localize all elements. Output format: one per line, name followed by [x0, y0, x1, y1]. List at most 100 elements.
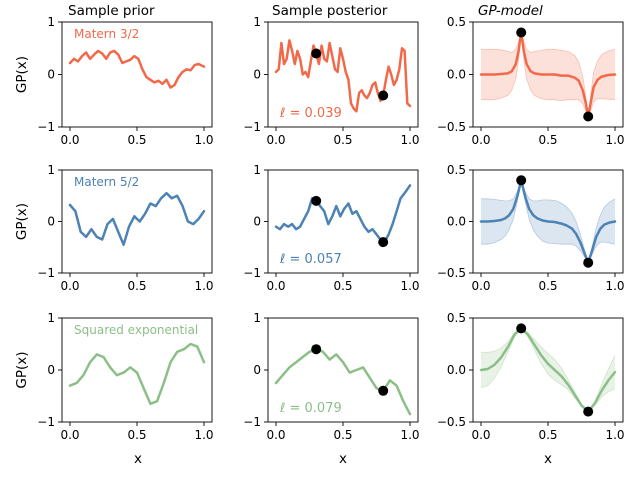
band-upper-edge [481, 31, 616, 117]
y-tick-label: −1 [243, 415, 261, 429]
kernel-label: Squared exponential [74, 323, 198, 337]
x-tick-label: 1.0 [194, 428, 213, 442]
sample-line [68, 49, 206, 89]
y-tick-label: −1 [37, 415, 55, 429]
x-tick-label: 0.5 [538, 428, 557, 442]
band-lower-edge [481, 32, 616, 118]
y-tick-label: 0.0 [447, 68, 466, 82]
mean-line [479, 327, 617, 413]
x-tick-label: 0.5 [127, 133, 146, 147]
x-tick-label: 0.0 [60, 428, 79, 442]
y-tick-label: 0 [253, 68, 261, 82]
x-tick-label: 0.0 [60, 279, 79, 293]
panel-r1-c2: 0.0 0.5 1.0 −1 0 1 ℓ = 0.039 [243, 15, 419, 147]
x-tick-label: 1.0 [194, 279, 213, 293]
panel-r1-c1: 0.0 0.5 1.0 −1 0 1 GP(x) Matern 3/2 [14, 15, 214, 147]
mean-line [479, 179, 617, 264]
length-scale-label: ℓ = 0.057 [279, 252, 342, 267]
band-upper-edge [481, 179, 616, 265]
xlabel-col2: x [339, 451, 347, 467]
panel-r1-c3: 0.0 0.5 1.0 −0.5 0.0 0.5 [437, 15, 625, 147]
y-tick-label: 1 [253, 163, 261, 177]
y-tick-label: −1 [37, 120, 55, 134]
y-tick-label: −0.5 [437, 415, 466, 429]
observation-point-2 [378, 237, 389, 248]
x-tick-label: 0.0 [471, 428, 490, 442]
y-tick-label: 0 [253, 215, 261, 229]
observation-point-1 [516, 175, 527, 186]
sample-line [274, 347, 412, 416]
column-title-gp-model: GP-model [478, 3, 543, 19]
x-tick-label: 1.0 [400, 133, 419, 147]
confidence-band [481, 328, 615, 412]
x-tick-label: 1.0 [194, 133, 213, 147]
mean-line [479, 31, 617, 118]
x-tick-label: 0.5 [333, 133, 352, 147]
panel-r2-c3: 0.0 0.5 1.0 −0.5 0.0 0.5 [437, 163, 625, 293]
xlabel-col1: x [134, 451, 142, 467]
x-tick-label: 0.0 [266, 133, 285, 147]
y-tick-label: 1 [47, 311, 55, 325]
kernel-label: Matern 3/2 [74, 27, 139, 41]
observation-point-2 [583, 406, 594, 417]
sample-line [68, 342, 206, 406]
y-tick-label: 0 [253, 363, 261, 377]
y-tick-label: −0.5 [437, 120, 466, 134]
y-tick-label: 1 [47, 163, 55, 177]
y-tick-label: 0.5 [447, 15, 466, 29]
panel-r2-c1: 0.0 0.5 1.0 −1 0 1 GP(x) Matern 5/2 [14, 163, 214, 293]
sample-line [274, 184, 412, 244]
length-scale-label: ℓ = 0.039 [279, 106, 342, 121]
observation-point-2 [583, 257, 594, 268]
observation-point-1 [516, 27, 527, 38]
y-axis-label: GP(x) [14, 203, 30, 240]
y-tick-label: 1 [253, 311, 261, 325]
observation-point-1 [311, 344, 322, 355]
x-tick-label: 1.0 [400, 428, 419, 442]
y-tick-label: −1 [243, 120, 261, 134]
y-tick-label: 0.0 [447, 363, 466, 377]
panel-r3-c2: 0.0 0.5 1.0 −1 0 1 ℓ = 0.079 [243, 311, 419, 442]
y-tick-label: 0 [47, 363, 55, 377]
xlabel-col3: x [544, 451, 552, 467]
x-tick-label: 1.0 [605, 428, 624, 442]
x-tick-label: 0.0 [266, 279, 285, 293]
y-tick-label: 0.0 [447, 215, 466, 229]
x-tick-label: 0.5 [333, 428, 352, 442]
x-tick-label: 0.0 [266, 428, 285, 442]
y-tick-label: 0 [47, 215, 55, 229]
y-tick-label: 0.5 [447, 163, 466, 177]
y-axis-label: GP(x) [14, 351, 30, 388]
x-tick-label: 1.0 [605, 133, 624, 147]
x-tick-label: 0.5 [333, 279, 352, 293]
observation-point-1 [311, 195, 322, 206]
panel-r3-c3: 0.0 0.5 1.0 −0.5 0.0 0.5 [437, 311, 625, 442]
y-tick-label: −0.5 [437, 266, 466, 280]
x-tick-label: 0.5 [127, 279, 146, 293]
x-tick-label: 0.0 [471, 279, 490, 293]
y-tick-label: 1 [253, 15, 261, 29]
kernel-label: Matern 5/2 [74, 175, 139, 189]
x-tick-label: 1.0 [605, 279, 624, 293]
y-tick-label: −1 [243, 266, 261, 280]
x-tick-label: 0.5 [127, 428, 146, 442]
observation-point-2 [378, 90, 389, 101]
observation-point-1 [516, 323, 527, 334]
length-scale-label: ℓ = 0.079 [279, 401, 342, 416]
y-tick-label: 0 [47, 68, 55, 82]
y-tick-label: 1 [47, 15, 55, 29]
x-tick-label: 1.0 [400, 279, 419, 293]
sample-line [274, 39, 412, 113]
x-tick-label: 0.5 [538, 279, 557, 293]
x-tick-label: 0.5 [538, 133, 557, 147]
panel-r3-c1: 0.0 0.5 1.0 −1 0 1 GP(x) Squared exponential [14, 311, 214, 442]
band-lower-edge [481, 180, 616, 264]
y-tick-label: 0.5 [447, 311, 466, 325]
observation-point-2 [378, 385, 389, 396]
observation-point-2 [583, 111, 594, 122]
column-title-prior: Sample prior [68, 3, 155, 19]
y-axis-label: GP(x) [14, 56, 30, 93]
observation-point-1 [311, 48, 322, 59]
column-title-posterior: Sample posterior [272, 3, 388, 19]
